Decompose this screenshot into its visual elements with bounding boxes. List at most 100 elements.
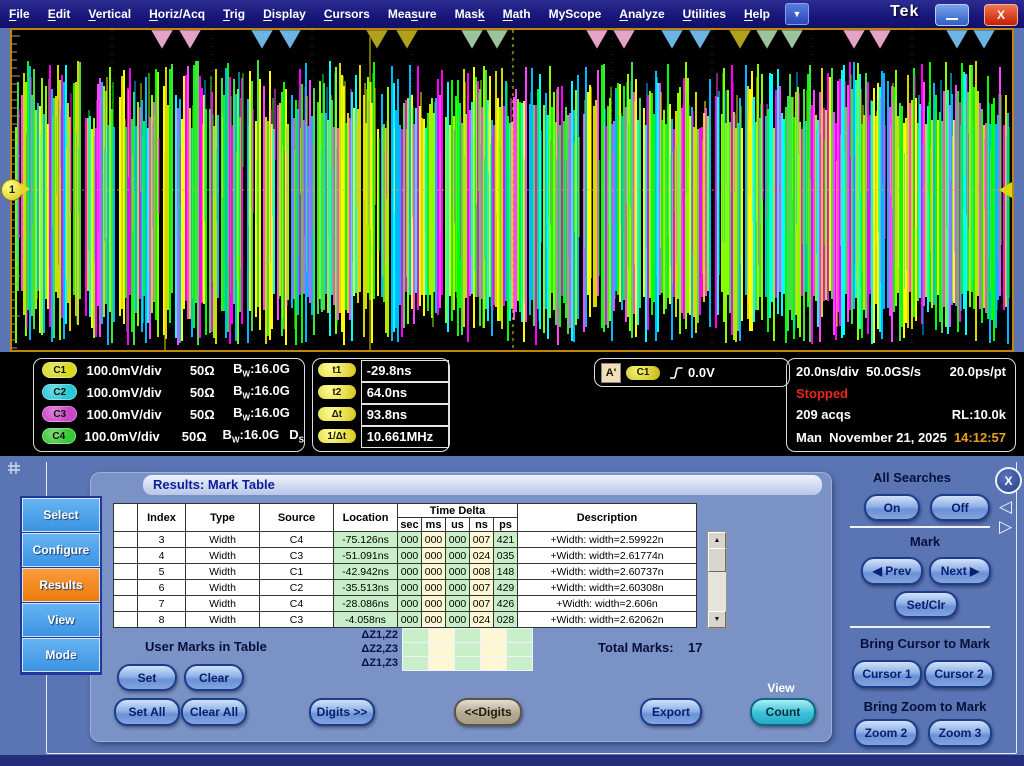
digits-more-button[interactable]: Digits >>	[309, 698, 375, 726]
minimize-icon	[946, 18, 958, 20]
panel-drag-icon[interactable]	[7, 461, 21, 475]
clear-all-button[interactable]: Clear All	[181, 698, 247, 726]
table-row[interactable]: 3WidthC4-75.126ns000000000007421+Width: …	[114, 532, 697, 548]
menu-utilities[interactable]: Utilities	[674, 0, 735, 28]
table-header: us	[446, 518, 470, 532]
sidebar-tabs: SelectConfigureResultsViewMode	[20, 496, 102, 675]
tab-mode[interactable]: Mode	[22, 638, 100, 672]
zoom-2-button[interactable]: Zoom 2	[854, 719, 918, 747]
table-header: ns	[470, 518, 494, 532]
channel-pill: C1	[42, 362, 77, 378]
menu-math[interactable]: Math	[494, 0, 540, 28]
menu-file[interactable]: File	[0, 0, 39, 28]
searches-on-button[interactable]: On	[864, 494, 920, 521]
waveform-display[interactable]	[10, 28, 1014, 352]
table-cell: -75.126ns	[334, 532, 398, 548]
table-scrollbar[interactable]: ▲ ▼	[707, 531, 727, 629]
channel-pill: C2	[42, 384, 77, 400]
set-all-button[interactable]: Set All	[114, 698, 180, 726]
next-mark-button[interactable]: Next ▶	[929, 557, 991, 585]
table-row[interactable]: 7WidthC4-28.086ns000000000007426+Width: …	[114, 596, 697, 612]
menu-measure[interactable]: Measure	[379, 0, 446, 28]
cursor-1-button[interactable]: Cursor 1	[852, 660, 922, 688]
menu-overflow-button[interactable]: ▼	[785, 3, 809, 25]
channel-row-c4[interactable]: C4100.0mV/div50ΩBW:16.0GDS	[34, 425, 304, 447]
set-clr-button[interactable]: Set/Clr	[894, 591, 958, 618]
table-cell: +Width: width=2.61774n	[518, 548, 697, 564]
table-cell: C4	[260, 532, 334, 548]
table-cell: Width	[186, 548, 260, 564]
delta-cell	[481, 643, 506, 656]
table-cell: 000	[422, 548, 446, 564]
trigger-mode: Man	[796, 430, 822, 445]
menu-mask[interactable]: Mask	[446, 0, 494, 28]
cursor-row: Δt93.8ns	[313, 403, 449, 425]
time-display: 14:12:57	[954, 430, 1006, 445]
table-cell: 007	[470, 596, 494, 612]
digits-less-button[interactable]: <<Digits	[454, 698, 522, 726]
table-cell: C3	[260, 548, 334, 564]
table-row[interactable]: 8WidthC3-4.058ns000000000024028+Width: w…	[114, 612, 697, 628]
tab-results[interactable]: Results	[22, 568, 100, 602]
menu-display[interactable]: Display	[254, 0, 315, 28]
tek-logo: Tek	[890, 3, 919, 21]
channel-readouts: C1100.0mV/div50ΩBW:16.0GC2100.0mV/div50Ω…	[33, 358, 305, 452]
scroll-down-icon: ▼	[714, 616, 721, 623]
clear-button[interactable]: Clear	[184, 664, 244, 691]
zoom-3-button[interactable]: Zoom 3	[928, 719, 992, 747]
cursor-value: 10.661MHz	[361, 426, 449, 448]
prev-mark-button[interactable]: ◀ Prev	[861, 557, 923, 585]
channel-text: 100.0mV/div	[86, 363, 189, 378]
cursor-2-button[interactable]: Cursor 2	[924, 660, 994, 688]
scroll-up-button[interactable]: ▲	[708, 532, 726, 549]
menu-trig[interactable]: Trig	[214, 0, 254, 28]
channel-row-c3[interactable]: C3100.0mV/div50ΩBW:16.0G	[34, 403, 304, 425]
close-window-button[interactable]: X	[984, 4, 1018, 26]
table-cell: Width	[186, 532, 260, 548]
delta-cell	[455, 657, 480, 670]
table-cell: 000	[446, 532, 470, 548]
minimize-button[interactable]	[935, 4, 969, 26]
table-cell: 000	[422, 580, 446, 596]
channel-row-c2[interactable]: C2100.0mV/div50ΩBW:16.0G	[34, 381, 304, 403]
menu-myscope[interactable]: MyScope	[540, 0, 611, 28]
tab-select[interactable]: Select	[22, 498, 100, 532]
table-cell: 035	[494, 548, 518, 564]
nav-right-icon[interactable]: ▷	[999, 518, 1012, 535]
export-button[interactable]: Export	[640, 698, 702, 726]
menu-vertical[interactable]: Vertical	[79, 0, 140, 28]
tab-view[interactable]: View	[22, 603, 100, 637]
menu-analyze[interactable]: Analyze	[610, 0, 673, 28]
channel-row-c1[interactable]: C1100.0mV/div50ΩBW:16.0G	[34, 359, 304, 381]
scroll-up-icon: ▲	[714, 537, 721, 544]
cursor-pill: 1/Δt	[318, 429, 356, 443]
cursor-value: 64.0ns	[361, 382, 449, 404]
menu-horiz-acq[interactable]: Horiz/Acq	[140, 0, 214, 28]
scrollbar-thumb[interactable]	[708, 548, 726, 572]
count-button[interactable]: Count	[750, 698, 816, 726]
table-cell: 3	[138, 532, 186, 548]
searches-off-button[interactable]: Off	[930, 494, 990, 521]
tab-configure[interactable]: Configure	[22, 533, 100, 567]
channel1-reference-marker[interactable]: 1	[1, 179, 23, 201]
delta-cell	[429, 629, 454, 642]
table-header: Time Delta	[398, 504, 518, 518]
mark-table[interactable]: IndexTypeSourceLocationTime DeltaDescrip…	[113, 503, 697, 628]
menu-help[interactable]: Help	[735, 0, 779, 28]
scroll-down-button[interactable]: ▼	[708, 611, 726, 628]
table-cell: C4	[260, 596, 334, 612]
table-cell: 000	[422, 612, 446, 628]
table-row[interactable]: 5WidthC1-42.942ns000000000008148+Width: …	[114, 564, 697, 580]
set-button[interactable]: Set	[117, 664, 177, 691]
menu-cursors[interactable]: Cursors	[315, 0, 379, 28]
table-cell: -42.942ns	[334, 564, 398, 580]
trigger-a-badge: A'	[601, 363, 621, 383]
cursor-value: -29.8ns	[361, 360, 449, 382]
menu-edit[interactable]: Edit	[39, 0, 80, 28]
table-row[interactable]: 6WidthC2-35.513ns000000000007429+Width: …	[114, 580, 697, 596]
panel-close-button[interactable]: X	[995, 467, 1022, 494]
table-row[interactable]: 4WidthC3-51.091ns000000000024035+Width: …	[114, 548, 697, 564]
table-header: Location	[334, 504, 398, 532]
table-cell: 000	[398, 596, 422, 612]
nav-left-icon[interactable]: ◁	[999, 498, 1012, 515]
